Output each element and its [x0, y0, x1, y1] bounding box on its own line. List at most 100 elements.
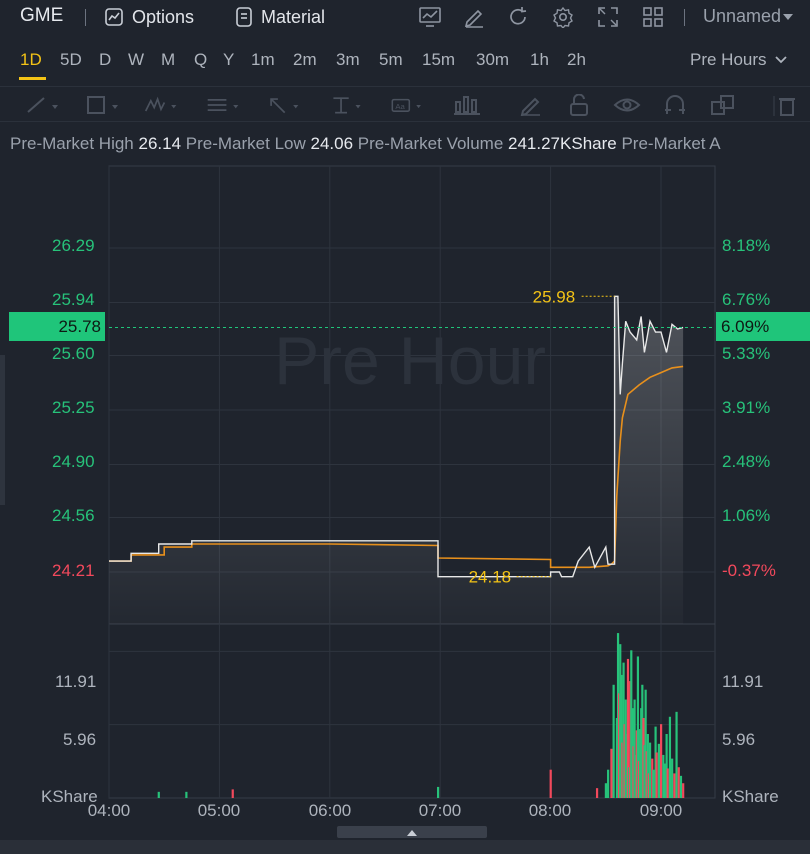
timeframe-w[interactable]: W	[128, 50, 145, 69]
visibility-tool[interactable]	[610, 93, 644, 117]
fib-tool[interactable]	[206, 93, 240, 117]
document-icon	[236, 7, 252, 27]
pattern-tool[interactable]	[144, 93, 178, 117]
side-panel-handle[interactable]	[0, 355, 5, 505]
text-tool[interactable]: Aa	[390, 93, 424, 117]
caret-up-icon	[407, 829, 417, 836]
extra-label: Pre-Market A	[621, 134, 721, 153]
volume-bar	[595, 788, 599, 798]
arrow-tool[interactable]	[266, 93, 300, 117]
timeframe-d[interactable]: D	[99, 50, 112, 69]
magnet-tool[interactable]	[658, 93, 692, 117]
volume-bar	[654, 726, 657, 798]
session-label: Pre Hours	[690, 50, 767, 69]
indicator-tool[interactable]	[450, 93, 484, 117]
volume-bar	[675, 711, 678, 798]
volume-bar	[655, 752, 658, 798]
timeframe-2h[interactable]: 2h	[567, 50, 586, 69]
timeframe-5d[interactable]: 5D	[60, 50, 82, 69]
volume-bar	[621, 742, 624, 798]
divider	[85, 9, 86, 26]
volume-bar	[612, 684, 615, 798]
pencil-chart-icon	[464, 9, 483, 28]
volume-bars	[157, 633, 685, 798]
timeframe-30m[interactable]: 30m	[476, 50, 510, 69]
workspace-label: Unnamed	[703, 6, 782, 26]
volume-bar	[630, 650, 633, 798]
volume-bar	[660, 724, 663, 798]
volume-bar	[624, 699, 627, 798]
volume-bar	[631, 708, 634, 798]
current-price-value: 25.78	[58, 316, 101, 336]
clone-tool[interactable]	[706, 93, 740, 117]
volume-bar	[637, 761, 641, 798]
current-percent-tag: 6.09%	[716, 312, 810, 341]
ticker-symbol[interactable]: GME	[20, 5, 64, 26]
price-line	[109, 295, 684, 578]
chart-icon	[419, 7, 441, 27]
timeframe-m[interactable]: M	[161, 50, 176, 69]
rectangle-tool-icon	[87, 96, 118, 114]
volume-bar	[616, 633, 620, 798]
line-tool-icon	[27, 97, 58, 113]
volume-bar	[436, 786, 440, 798]
percent-tick: 8.18%	[722, 236, 771, 255]
refresh-button[interactable]	[505, 4, 531, 30]
volume-value: 241.27KShare	[508, 134, 617, 153]
material-button[interactable]: Material	[235, 4, 325, 30]
timeframe-1d[interactable]: 1D	[20, 50, 42, 69]
options-button[interactable]: Options	[104, 4, 194, 30]
volume-bar	[640, 708, 643, 798]
volume-bar	[663, 763, 666, 798]
workspace-select[interactable]: Unnamed	[703, 6, 794, 27]
bottom-panel-strip	[0, 840, 810, 854]
top-toolbar: GME Options Material Unnamed	[0, 0, 810, 36]
layers-icon	[711, 95, 734, 115]
volume-bar	[644, 689, 647, 798]
svg-text:Aa: Aa	[395, 102, 405, 111]
brush-tool[interactable]	[514, 93, 548, 117]
draw-button[interactable]	[461, 4, 487, 30]
volume-tick: 11.91	[722, 672, 764, 691]
lock-tool[interactable]	[562, 93, 596, 117]
session-select[interactable]: Pre Hours	[690, 50, 787, 70]
options-label: Options	[132, 6, 195, 27]
divider	[684, 9, 685, 26]
timeframe-1m[interactable]: 1m	[251, 50, 275, 69]
rectangle-tool[interactable]	[84, 93, 118, 117]
timeframe-3m[interactable]: 3m	[336, 50, 360, 69]
low-label: Pre-Market Low	[185, 134, 306, 153]
price-chart[interactable]: Pre Hour 25.98 24.18 26.29 25.94 25.60 2…	[0, 162, 810, 824]
volume-bar	[682, 783, 685, 798]
volume-bar	[642, 718, 645, 798]
settings-button[interactable]	[550, 4, 576, 30]
volume-bar	[668, 716, 672, 798]
timeframe-1h[interactable]: 1h	[530, 50, 549, 69]
measure-tool[interactable]	[330, 93, 364, 117]
timeframe-15m[interactable]: 15m	[422, 50, 456, 69]
text-tool-icon: Aa	[391, 98, 421, 112]
volume-label: Pre-Market Volume	[357, 134, 504, 153]
percent-tick: -0.37%	[722, 561, 776, 580]
fullscreen-button[interactable]	[595, 4, 621, 30]
gear-icon	[553, 6, 573, 28]
volume-bar	[607, 769, 610, 798]
trendline-tool[interactable]	[24, 93, 58, 117]
timeframe-q[interactable]: Q	[194, 50, 208, 69]
chart-canvas[interactable]: Pre Hour 25.98 24.18	[0, 162, 810, 824]
volume-bar	[662, 754, 665, 798]
timeframe-5m[interactable]: 5m	[379, 50, 403, 69]
unlock-icon	[570, 94, 588, 116]
time-tick: 07:00	[418, 801, 462, 820]
trash-icon	[773, 96, 795, 116]
timeframe-y[interactable]: Y	[223, 50, 235, 69]
chart-type-button[interactable]	[417, 4, 443, 30]
percent-tick: 2.48%	[722, 452, 771, 471]
price-tick: 24.90	[52, 452, 95, 471]
delete-tool[interactable]	[768, 93, 802, 117]
timeframe-2m[interactable]: 2m	[293, 50, 317, 69]
expand-panel-tab[interactable]	[337, 826, 487, 838]
high-value: 26.14	[138, 134, 182, 153]
layout-button[interactable]	[640, 4, 666, 30]
time-tick: 04:00	[87, 801, 131, 820]
